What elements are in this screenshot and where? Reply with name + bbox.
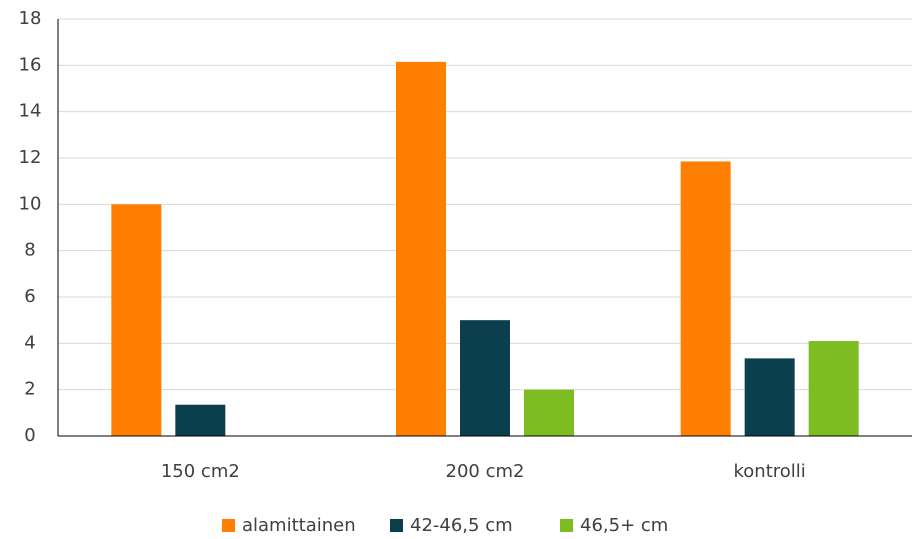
y-tick-label: 8	[24, 240, 35, 261]
legend-swatch	[390, 519, 403, 532]
x-tick-label: 150 cm2	[161, 461, 240, 482]
y-tick-label: 2	[24, 379, 35, 400]
y-tick-label: 10	[19, 193, 42, 214]
legend-label: 42-46,5 cm	[410, 515, 513, 536]
y-tick-label: 12	[19, 147, 42, 168]
x-tick-label: 200 cm2	[446, 461, 525, 482]
bar	[524, 389, 574, 436]
y-tick-label: 18	[19, 8, 42, 29]
bar	[808, 341, 859, 436]
y-tick-label: 6	[24, 286, 35, 307]
bar	[175, 404, 226, 436]
y-tick-label: 4	[24, 332, 35, 353]
bar	[111, 204, 162, 436]
bar	[396, 61, 446, 436]
legend-swatch	[222, 519, 235, 532]
bar	[744, 358, 795, 436]
bar	[460, 320, 510, 436]
bar	[680, 161, 731, 436]
legend-label: 46,5+ cm	[580, 515, 668, 536]
legend-label: alamittainen	[242, 515, 356, 536]
x-tick-label: kontrolli	[734, 461, 806, 482]
y-tick-label: 16	[19, 54, 42, 75]
y-tick-label: 14	[19, 101, 42, 122]
legend-swatch	[560, 519, 573, 532]
y-tick-label: 0	[24, 425, 35, 446]
